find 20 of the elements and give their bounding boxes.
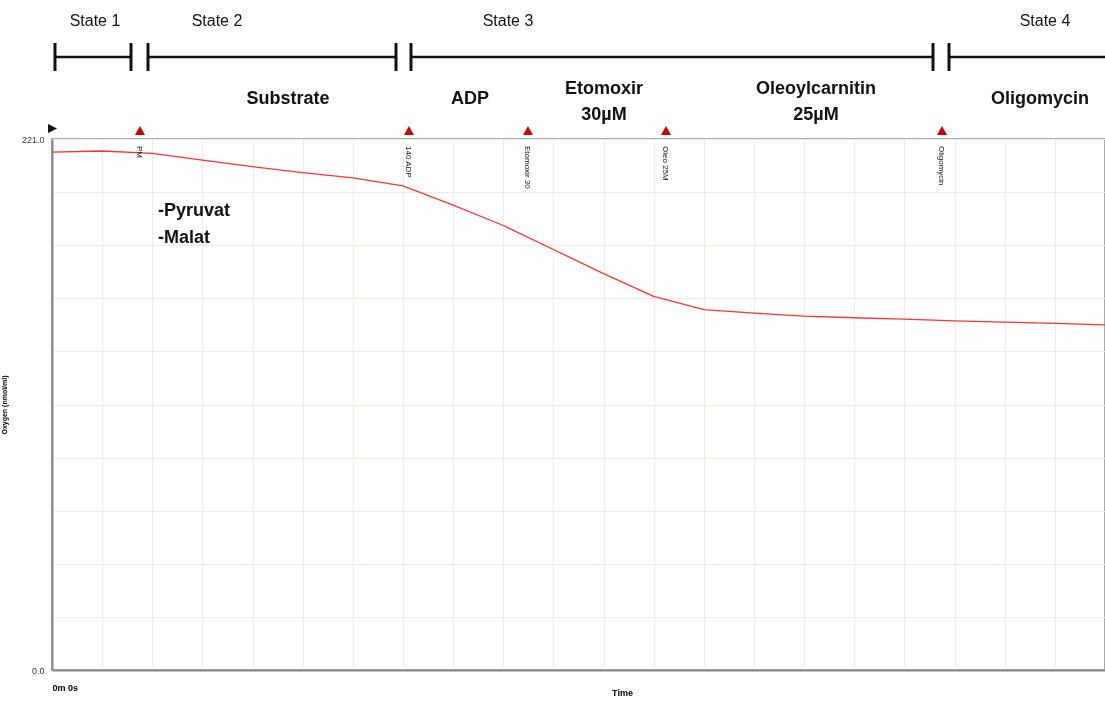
text: State 2 <box>191 12 243 29</box>
text: State 1 <box>69 12 121 29</box>
annotation: Oleo 25M <box>661 146 670 182</box>
annotation: -Pyruvat <box>158 200 231 220</box>
x-tick-label: 0m 0s <box>52 682 79 693</box>
text: Substrate <box>246 88 330 108</box>
annotation: PM <box>135 146 144 159</box>
text: State 3 <box>482 12 534 29</box>
text: ADP <box>450 88 490 108</box>
annotation: -Malat <box>158 227 211 247</box>
annotation: Oligomycin <box>937 146 946 186</box>
text: Oleoylcarnitin 25µM <box>755 78 877 124</box>
annotation: 140 ADP <box>404 146 413 178</box>
y-tick-label: 221.0 <box>21 134 45 145</box>
text: Etomoxir 30µM <box>564 78 644 124</box>
text: State 4 <box>1019 12 1071 29</box>
y-tick-label: 0.0 <box>31 665 45 676</box>
text: Oligomycin <box>990 88 1090 108</box>
annotation: Etomoxir 30 <box>523 146 532 190</box>
x-axis-title: Time <box>612 687 633 698</box>
